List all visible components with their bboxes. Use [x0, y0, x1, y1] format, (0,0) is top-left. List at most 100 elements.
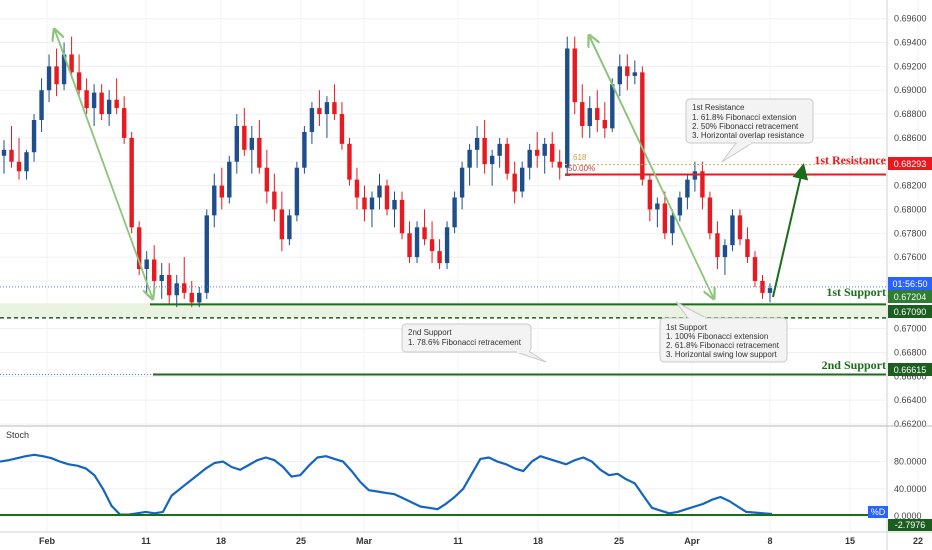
candle-body	[497, 143, 502, 156]
support1-annotation: 1st Support 1. 100% Fibonacci extension …	[659, 301, 788, 363]
candle-body	[167, 274, 172, 296]
candle-body	[482, 137, 487, 165]
candlestick-series	[1, 36, 773, 308]
candle-body	[745, 239, 750, 258]
candle-body	[61, 54, 67, 85]
support1-price-tag: 0.67204	[888, 290, 932, 303]
measure-arrow-feb-back	[55, 31, 153, 298]
stoch-series-tag: %D	[868, 506, 888, 518]
candle-body	[640, 72, 645, 180]
resistance-note-line2: 2. 50% Fibonacci retracement	[692, 122, 799, 131]
stoch-last-value-tag: -2.7976	[888, 519, 932, 531]
candle-body	[565, 48, 570, 168]
candle-body	[189, 292, 194, 303]
candle-body	[580, 102, 585, 126]
candle-body	[414, 227, 420, 258]
candle-body	[452, 197, 457, 228]
candle-body	[129, 137, 134, 228]
stoch-tick-label: 0.0000	[894, 511, 922, 521]
candle-body	[437, 251, 442, 264]
candle-body	[174, 283, 179, 296]
candle-body	[234, 125, 240, 162]
candle-body	[767, 288, 773, 293]
resistance-note-line3: 3. Horizontal overlap resistance	[692, 131, 805, 140]
second-support-label: 2nd Support	[822, 358, 886, 372]
svg-text:01:56:50: 01:56:50	[892, 279, 927, 289]
candle-body	[347, 143, 352, 180]
candle-body	[302, 131, 307, 168]
date-tick-label: Mar	[356, 536, 373, 546]
candle-body	[16, 161, 22, 172]
support2-price-tag: 0.66615	[888, 363, 932, 376]
stoch-title: Stoch	[6, 430, 29, 440]
chart-drawings	[55, 30, 809, 298]
svg-text:0.67204: 0.67204	[894, 292, 927, 302]
price-tick-label: 0.69400	[894, 38, 927, 48]
candle-body	[76, 72, 82, 91]
resistance-price-tag: 0.68293	[888, 157, 932, 170]
candle-body	[9, 149, 14, 162]
candle-body	[204, 215, 209, 293]
candle-body	[655, 203, 660, 210]
candle-body	[212, 185, 217, 216]
candle-body	[542, 143, 547, 156]
candle-body	[317, 108, 322, 115]
candle-body	[722, 245, 728, 258]
candle-body	[324, 102, 330, 115]
svg-text:-2.7976: -2.7976	[895, 520, 926, 530]
date-axis: Feb 11 18 25 Mar 11 18 25 Apr 8 15 22	[39, 536, 923, 546]
price-tick-label: 0.66400	[894, 395, 927, 405]
svg-text:%D: %D	[871, 507, 886, 517]
stoch-tick-label: 40.0000	[894, 484, 927, 494]
candle-body	[429, 239, 435, 252]
candle-body	[339, 114, 345, 144]
resistance-note-line1: 1. 61.8% Fibonacci extension	[692, 113, 797, 122]
stochastic-panel	[0, 453, 886, 516]
candle-body	[354, 179, 360, 198]
candle-body	[557, 161, 562, 168]
candle-body	[144, 259, 149, 270]
candle-body	[46, 66, 52, 91]
price-tick-label: 0.66600	[894, 371, 927, 381]
candle-body	[512, 173, 517, 192]
stoch-axis: 80.0000 40.0000 0.0000	[894, 457, 927, 521]
candle-body	[197, 292, 202, 303]
measure-arrow-mar-back	[590, 37, 714, 298]
candle-body	[69, 54, 74, 73]
candle-body	[474, 137, 480, 150]
candle-body	[737, 215, 743, 240]
support2-annotation: 2nd Support 1. 78.6% Fibonacci retraceme…	[401, 323, 547, 363]
candle-body	[279, 209, 285, 240]
candle-body	[227, 161, 232, 198]
candle-body	[707, 197, 713, 234]
candle-body	[700, 171, 705, 198]
support2-note-line1: 1. 78.6% Fibonacci retracement	[408, 338, 522, 347]
support1-note-line1: 1. 100% Fibonacci extension	[666, 332, 768, 341]
candle-body	[595, 108, 600, 121]
candle-body	[519, 167, 525, 192]
price-tick-label: 0.66800	[894, 347, 927, 357]
support2-note-title: 2nd Support	[408, 328, 452, 337]
stoch-tick-label: 80.0000	[894, 457, 927, 467]
candle-body	[534, 149, 540, 156]
candle-body	[602, 120, 607, 129]
candle-body	[617, 66, 623, 85]
candle-body	[670, 215, 675, 234]
price-tick-label: 0.68600	[894, 133, 927, 143]
date-tick-label: 11	[453, 536, 463, 546]
candle-body	[182, 283, 187, 293]
candle-body	[444, 227, 450, 264]
candle-body	[24, 152, 29, 172]
date-tick-label: 11	[141, 536, 151, 546]
candle-body	[610, 84, 615, 129]
date-tick-label: 18	[533, 536, 543, 546]
candle-body	[242, 125, 247, 150]
candle-body	[399, 199, 405, 234]
candle-body	[647, 179, 653, 210]
candle-body	[91, 92, 97, 109]
date-tick-label: Apr	[684, 536, 700, 546]
price-tick-label: 0.68800	[894, 109, 927, 119]
resistance-note-title: 1st Resistance	[692, 103, 745, 112]
